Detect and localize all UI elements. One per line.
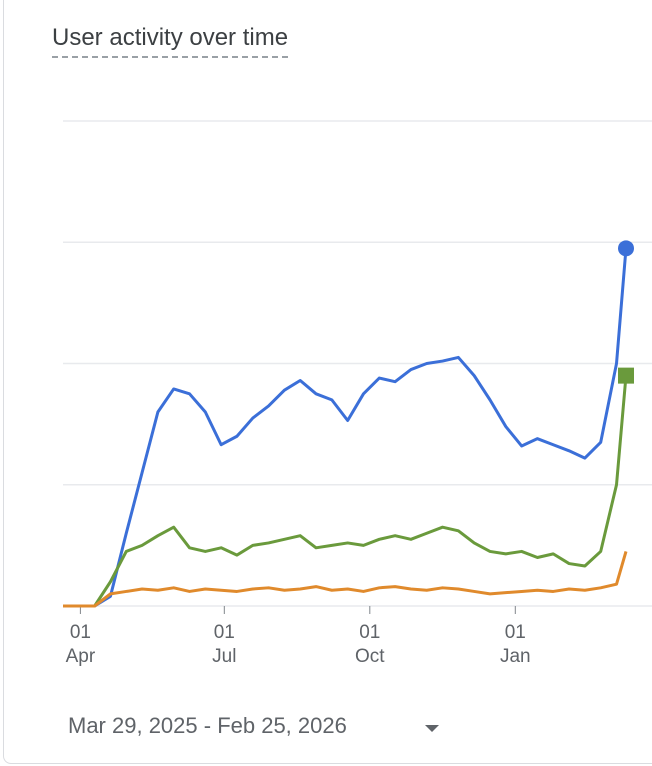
card-title: User activity over time: [52, 24, 289, 58]
x-tick-label: Jan: [500, 646, 531, 667]
series-line: [63, 248, 628, 608]
series-line: [63, 375, 628, 608]
dropdown-caret[interactable]: [425, 725, 439, 732]
x-tick-label: 01: [70, 622, 91, 643]
chart: 01 Apr 01 Jul 01 Oct 01 Jan: [63, 120, 652, 667]
series-line: [63, 551, 628, 608]
x-tick-label: 01: [505, 622, 526, 643]
x-tick-label: Apr: [66, 646, 96, 667]
x-tick-label: 01: [214, 622, 235, 643]
end-marker: [618, 367, 634, 384]
x-tick-label: Jul: [212, 646, 236, 667]
x-tick-label: 01: [359, 622, 380, 643]
end-marker: [618, 240, 634, 257]
card: [3, 0, 652, 764]
date-range[interactable]: Mar 29, 2025 - Feb 25, 2026: [68, 713, 347, 738]
x-tick-label: Oct: [355, 646, 385, 667]
